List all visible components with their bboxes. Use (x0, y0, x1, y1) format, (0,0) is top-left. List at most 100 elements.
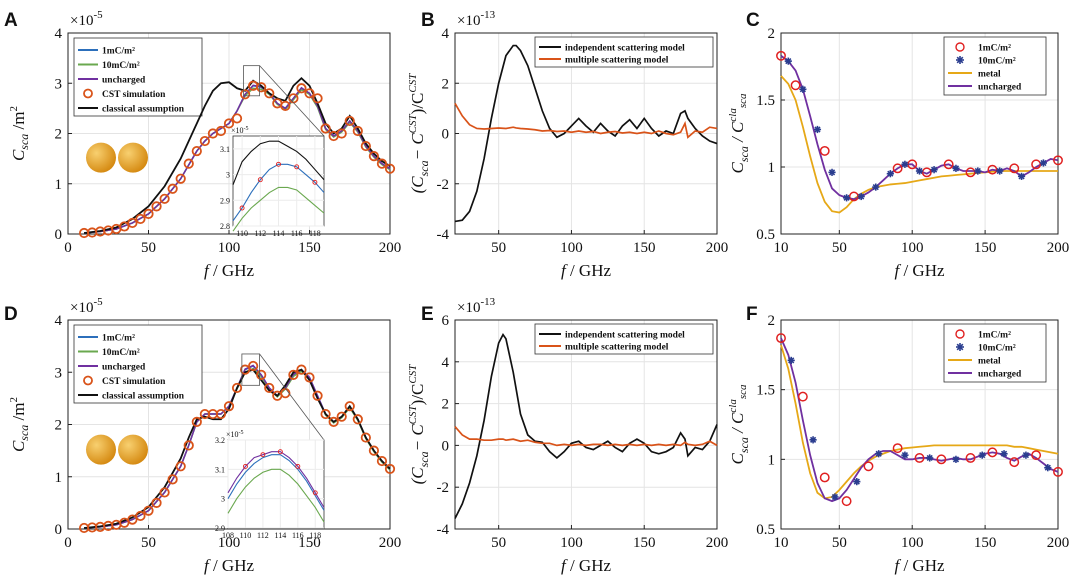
inset-y-tick-label: 2.8 (220, 222, 230, 231)
star-marker-stroke (901, 452, 909, 459)
y-tick-label: 2 (768, 313, 776, 329)
x-tick-label: 100 (218, 535, 241, 551)
panel-label: B (421, 10, 435, 31)
inset-x-tick-label: 116 (291, 229, 303, 238)
inset-x-tick-label: 112 (254, 229, 266, 238)
inset-y-tick-label: 3 (226, 171, 230, 180)
star-marker (901, 451, 909, 459)
star-marker (974, 167, 982, 175)
x-axis-label-var: f (204, 261, 211, 280)
cst-marker (336, 411, 347, 422)
x-axis-label-var: f (561, 261, 568, 280)
x-tick-label: 200 (379, 240, 402, 256)
x-axis-label-var: f (894, 261, 901, 280)
legend-marker (956, 343, 964, 351)
legend-marker (83, 88, 93, 99)
cst-marker (143, 505, 154, 516)
legend-box (534, 323, 714, 355)
y-tick-label: 3 (55, 76, 63, 92)
legend-label: independent scattering model (565, 44, 685, 54)
y-tick-label: 1 (55, 470, 63, 486)
legend-label: CST simulation (102, 377, 166, 387)
cst-marker (175, 173, 186, 184)
panel-F: 10 50 100 150 200 0.5 1 1.5 2 f / GHz F Csca / Ccla… (727, 304, 1069, 575)
star-marker-stroke (875, 450, 882, 457)
cst-marker (256, 369, 267, 380)
zoom-connector (259, 65, 325, 137)
star-marker-stroke (930, 166, 938, 173)
cst-marker (159, 193, 170, 204)
inset-marker (295, 463, 301, 469)
legend-label: uncharged (978, 370, 1022, 380)
sphere-icon (118, 434, 148, 465)
star-marker (784, 57, 792, 65)
x-tick-label: 150 (298, 535, 321, 551)
inset-exponent-power: -5 (239, 430, 244, 436)
star-marker-stroke (996, 167, 1003, 175)
x-axis-label-unit: / GHz (899, 556, 945, 575)
inset-x-tick-label: 114 (273, 229, 285, 238)
x-tick-label: 10 (774, 240, 789, 256)
x-axis-label-unit: / GHz (209, 556, 255, 575)
x-axis-label: f / GHz (204, 556, 255, 575)
ylabel-part: CST (407, 73, 419, 93)
axis-exponent: ×10-13 (457, 9, 496, 29)
inset-exponent: ×10-5 (231, 126, 249, 135)
inset-y-tick-label: 3.1 (220, 145, 230, 154)
x-axis-label-unit: / GHz (566, 261, 612, 280)
legend-marker (955, 42, 965, 52)
legend-box (534, 36, 714, 68)
cst-marker (296, 83, 307, 94)
star-marker-stroke (843, 194, 850, 201)
cst-marker (119, 221, 130, 232)
x-tick-label: 50 (491, 240, 506, 256)
cst-marker (191, 145, 202, 157)
ylabel-part: CST (407, 404, 419, 424)
inset-exponent-base: ×10 (226, 430, 239, 439)
cst-marker (127, 217, 138, 229)
star-marker (1017, 172, 1026, 180)
star-marker-stroke (901, 161, 909, 168)
y-tick-label: 2 (55, 127, 63, 143)
star-marker-stroke (956, 343, 964, 351)
series-line (454, 332, 718, 519)
y-axis-label: (Csca− CCST)/CCST (407, 364, 431, 485)
inset-x-tick-label: 118 (309, 229, 321, 238)
inset-series-blue (227, 454, 325, 511)
ylabel-main: C (9, 440, 28, 452)
y-axis-label: Csca /m2 (8, 106, 31, 161)
sphere-icon (118, 142, 148, 173)
ylabel-part: − C (408, 133, 427, 161)
y-tick-label: 0.5 (756, 522, 775, 538)
circle-marker (965, 452, 976, 463)
star-marker (872, 183, 880, 191)
series-line (780, 75, 1058, 214)
circle-marker (1031, 450, 1042, 461)
legend-label: uncharged (102, 363, 146, 373)
star-marker (843, 194, 851, 202)
x-axis-label: f / GHz (894, 261, 945, 280)
inset-marker (312, 179, 318, 185)
y-tick-label: -2 (437, 177, 450, 193)
cst-marker (167, 474, 178, 485)
y-tick-label: -4 (437, 522, 450, 538)
x-tick-label: 150 (974, 240, 997, 256)
y-tick-label: 1.5 (756, 93, 775, 109)
inset-series-green (232, 186, 325, 232)
y-axis-label: Csca / Cclasca (727, 384, 751, 465)
y-tick-label: 2 (768, 26, 776, 42)
legend-label: 1mC/m² (978, 44, 1011, 54)
series-line (780, 344, 1059, 500)
panel-label: F (746, 304, 758, 325)
exponent-power: -13 (480, 9, 495, 21)
star-marker (1022, 451, 1030, 459)
cst-marker (215, 408, 227, 420)
inset-exponent: ×10-5 (226, 430, 244, 439)
x-axis-label: f / GHz (204, 261, 255, 280)
cst-marker (143, 208, 154, 219)
cst-marker (248, 360, 259, 372)
star-marker-stroke (828, 169, 836, 176)
x-axis-label-var: f (204, 556, 211, 575)
